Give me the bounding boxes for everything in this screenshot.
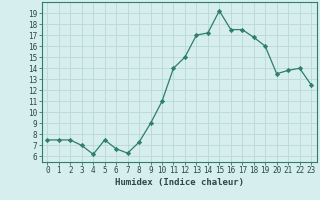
- X-axis label: Humidex (Indice chaleur): Humidex (Indice chaleur): [115, 178, 244, 187]
